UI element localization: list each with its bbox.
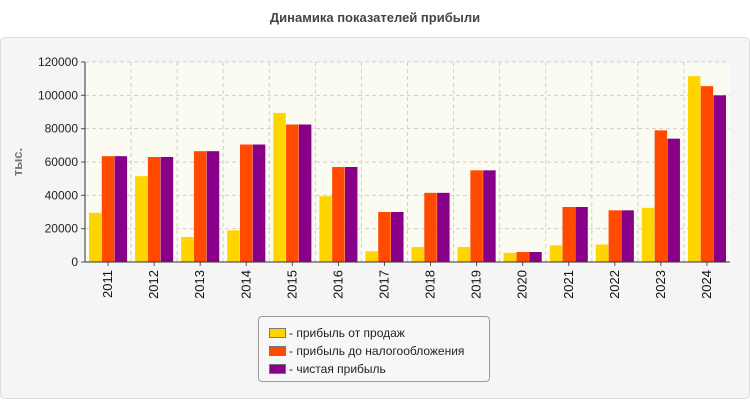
x-tick-label: 2019 xyxy=(469,270,484,299)
bar xyxy=(181,237,194,262)
bar xyxy=(101,156,115,262)
bar xyxy=(713,95,727,262)
bar xyxy=(687,76,701,263)
y-tick-label: 20000 xyxy=(45,222,79,236)
x-tick-label: 2023 xyxy=(653,270,668,299)
x-tick-label: 2015 xyxy=(284,270,299,299)
bar xyxy=(135,176,148,262)
bar xyxy=(667,138,680,262)
x-tick-label: 2016 xyxy=(330,270,345,299)
bar xyxy=(700,86,714,263)
bar xyxy=(298,124,312,262)
bar xyxy=(319,196,332,262)
legend-item: - прибыль до налогообложения xyxy=(269,342,489,360)
bar xyxy=(193,151,207,262)
x-tick-label: 2018 xyxy=(423,270,438,299)
legend-label: - чистая прибыль xyxy=(289,362,386,376)
x-tick-label: 2012 xyxy=(146,270,161,299)
x-tick-label: 2020 xyxy=(515,270,530,299)
bar xyxy=(147,157,161,262)
bar xyxy=(483,170,496,262)
x-tick-label: 2021 xyxy=(561,270,576,299)
bar xyxy=(529,252,542,262)
bar xyxy=(595,244,609,262)
bar xyxy=(621,210,634,262)
bar xyxy=(160,157,174,262)
y-tick-label: 40000 xyxy=(45,188,79,202)
bar xyxy=(424,192,437,262)
bar xyxy=(457,247,471,262)
bar xyxy=(562,207,575,262)
bar xyxy=(411,247,424,262)
x-tick-label: 2017 xyxy=(376,270,391,299)
y-tick-label: 0 xyxy=(71,255,78,269)
bar xyxy=(344,167,358,262)
bar xyxy=(240,144,253,262)
chart-legend: - прибыль от продаж - прибыль до налогооб… xyxy=(258,316,490,382)
bar xyxy=(516,252,529,262)
bar xyxy=(114,156,128,262)
bar xyxy=(365,251,378,262)
bar xyxy=(608,210,622,262)
y-tick-label: 60000 xyxy=(45,155,79,169)
x-tick-label: 2013 xyxy=(192,270,207,299)
y-tick-label: 120000 xyxy=(38,55,78,69)
x-tick-label: 2022 xyxy=(607,270,622,299)
bar xyxy=(273,112,286,262)
bar xyxy=(641,207,655,262)
bar xyxy=(470,170,483,262)
x-tick-label: 2024 xyxy=(699,270,714,299)
y-tick-label: 100000 xyxy=(38,88,78,102)
legend-label: - прибыль до налогообложения xyxy=(289,344,465,358)
bar xyxy=(575,207,588,262)
legend-label: - прибыль от продаж xyxy=(289,326,405,340)
bar xyxy=(286,124,299,262)
bar xyxy=(654,130,668,262)
y-tick-label: 80000 xyxy=(45,122,79,136)
bar xyxy=(252,144,266,262)
legend-swatch xyxy=(269,346,286,356)
bar xyxy=(206,151,220,262)
bar xyxy=(437,192,450,262)
legend-swatch xyxy=(269,328,286,338)
y-axis-title: тыс. xyxy=(10,148,25,176)
chart-title: Динамика показателей прибыли xyxy=(269,10,481,25)
bar xyxy=(391,212,404,262)
bar xyxy=(227,230,240,262)
bar xyxy=(549,245,563,262)
legend-item: - чистая прибыль xyxy=(269,360,489,378)
legend-item: - прибыль от продаж xyxy=(269,324,489,342)
bar xyxy=(503,252,517,262)
bar xyxy=(332,167,345,262)
bar xyxy=(378,212,391,262)
x-tick-label: 2014 xyxy=(238,270,253,299)
legend-swatch xyxy=(269,364,286,374)
bar xyxy=(88,212,102,262)
x-tick-label: 2011 xyxy=(100,270,115,298)
